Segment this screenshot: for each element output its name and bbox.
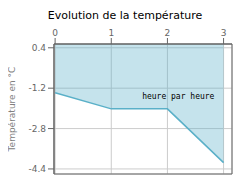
svg-text:0.4: 0.4 bbox=[32, 43, 47, 53]
svg-text:2: 2 bbox=[165, 28, 171, 38]
html-text:Evolution de la température: Evolution de la température bbox=[47, 9, 203, 22]
svg-text:3: 3 bbox=[221, 28, 227, 38]
svg-text:-1.2: -1.2 bbox=[28, 83, 46, 93]
svg-text:Température en °C: Température en °C bbox=[8, 67, 17, 153]
svg-text:-2.8: -2.8 bbox=[28, 124, 46, 134]
svg-text:1: 1 bbox=[108, 28, 114, 38]
svg-text:-4.4: -4.4 bbox=[28, 164, 46, 174]
svg-text:0: 0 bbox=[52, 28, 58, 38]
svg-text:heure par heure: heure par heure bbox=[142, 92, 214, 101]
